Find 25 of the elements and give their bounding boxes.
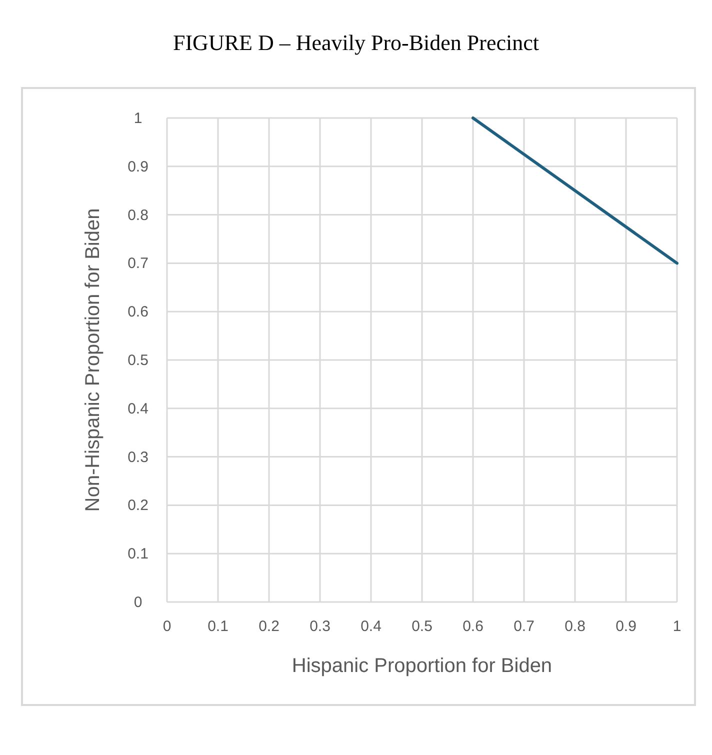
y-tick-label: 0.6 [128,304,148,321]
y-tick-label: 0.1 [128,546,148,563]
chart-title: FIGURE D – Heavily Pro-Biden Precinct [173,30,539,55]
x-tick-label: 0.3 [310,618,330,635]
x-tick-label: 0.5 [412,618,432,635]
y-tick-label: 0.7 [128,255,148,272]
x-tick-label: 1 [672,618,682,635]
y-tick-label: 0.8 [128,206,148,224]
y-tick-label: 0.4 [128,400,148,418]
x-tick-label: 0.6 [462,618,484,635]
y-tick-label: 0.9 [128,158,148,176]
x-tick-label: 0.7 [514,618,534,635]
x-tick-label: 0.1 [208,618,228,635]
x-tick-label: 0 [162,618,172,635]
x-tick-label: 0.9 [616,618,636,635]
x-tick-label: 0.4 [360,618,382,635]
x-tick-label: 0.2 [258,618,280,635]
y-tick-label: 0 [134,594,142,611]
x-axis-title: Hispanic Proportion for Biden [292,655,552,677]
y-tick-label: 0.2 [128,497,148,514]
y-axis-title: Non-Hispanic Proportion for Biden [82,208,104,512]
y-tick-label: 0.5 [128,352,148,369]
x-tick-label: 0.8 [564,618,586,635]
y-tick-label: 0.3 [128,448,148,466]
y-tick-label: 1 [134,110,142,127]
